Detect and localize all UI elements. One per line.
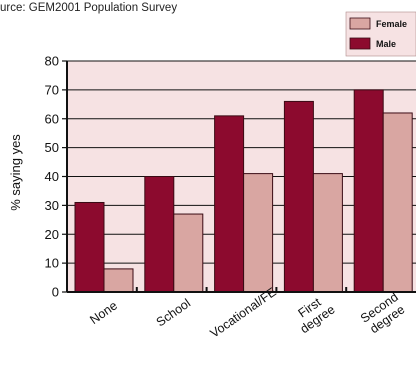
- legend-label-male: Male: [376, 39, 396, 49]
- y-tick-label: 0: [52, 285, 59, 300]
- y-axis: 0 10 20 30 40 50 60 70 80: [45, 54, 68, 300]
- bar-male-0: [74, 201, 105, 293]
- x-tick-label: None: [87, 298, 120, 327]
- y-tick-label: 60: [45, 111, 59, 126]
- y-tick-label: 10: [45, 256, 59, 271]
- bar-female-1: [173, 213, 204, 293]
- bar-male-3: [283, 100, 314, 293]
- y-tick-label: 70: [45, 82, 59, 97]
- source-note: urce: GEM2001 Population Survey: [0, 2, 178, 14]
- legend-label-female: Female: [376, 19, 407, 29]
- y-tick-label: 40: [45, 169, 59, 184]
- bar-female-2: [243, 173, 274, 293]
- y-tick-label: 30: [45, 198, 59, 213]
- legend: Female Male: [345, 11, 416, 57]
- y-tick-label: 80: [45, 54, 59, 69]
- x-tick-label: School: [154, 296, 193, 329]
- bar-female-0: [103, 268, 134, 293]
- legend-swatch-male: [349, 37, 371, 50]
- y-tick-label: 20: [45, 227, 59, 242]
- bar-male-4: [353, 89, 384, 293]
- bar-male-1: [144, 176, 175, 293]
- legend-swatch-female: [349, 17, 371, 30]
- x-tick-label: Firstdegree: [290, 291, 338, 336]
- x-axis: None School Vocational/FE Firstdegree Second…: [67, 285, 416, 341]
- bar-female-3: [312, 173, 343, 293]
- bar-female-4: [382, 112, 413, 293]
- x-tick-label: Vocational/FE: [208, 285, 279, 341]
- bar-male-2: [214, 115, 245, 293]
- y-tick-label: 50: [45, 140, 59, 155]
- y-axis-label: % saying yes: [8, 134, 23, 211]
- bars: [74, 89, 413, 293]
- x-tick-label: Seconddegree: [358, 290, 409, 337]
